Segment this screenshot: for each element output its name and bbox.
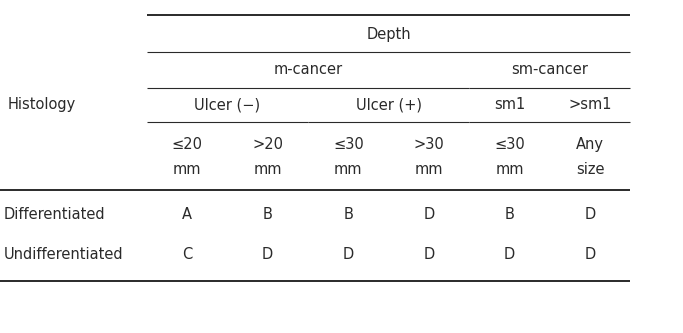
Text: Ulcer (−): Ulcer (−) (195, 97, 260, 113)
Text: >20: >20 (252, 137, 283, 153)
Text: D: D (343, 247, 354, 262)
Text: B: B (344, 207, 353, 222)
Text: D: D (423, 207, 434, 222)
Text: ≤20: ≤20 (171, 137, 203, 153)
Text: Histology: Histology (8, 97, 76, 113)
Text: A: A (182, 207, 192, 222)
Text: Depth: Depth (366, 27, 411, 43)
Text: Undifferentiated: Undifferentiated (3, 247, 123, 262)
Text: sm1: sm1 (494, 97, 525, 113)
Text: mm: mm (253, 162, 282, 177)
Text: mm: mm (415, 162, 443, 177)
Text: m-cancer: m-cancer (273, 62, 343, 78)
Text: ≤30: ≤30 (333, 137, 364, 153)
Text: D: D (423, 247, 434, 262)
Text: size: size (576, 162, 604, 177)
Text: >sm1: >sm1 (568, 97, 612, 113)
Text: mm: mm (334, 162, 363, 177)
Text: Any: Any (576, 137, 604, 153)
Text: ≤30: ≤30 (494, 137, 525, 153)
Text: B: B (505, 207, 514, 222)
Text: mm: mm (495, 162, 524, 177)
Text: C: C (182, 247, 193, 262)
Text: Ulcer (+): Ulcer (+) (356, 97, 421, 113)
Text: D: D (585, 207, 596, 222)
Text: D: D (262, 247, 273, 262)
Text: B: B (263, 207, 273, 222)
Text: Differentiated: Differentiated (3, 207, 105, 222)
Text: mm: mm (173, 162, 201, 177)
Text: D: D (504, 247, 515, 262)
Text: D: D (585, 247, 596, 262)
Text: sm-cancer: sm-cancer (512, 62, 588, 78)
Text: >30: >30 (413, 137, 445, 153)
